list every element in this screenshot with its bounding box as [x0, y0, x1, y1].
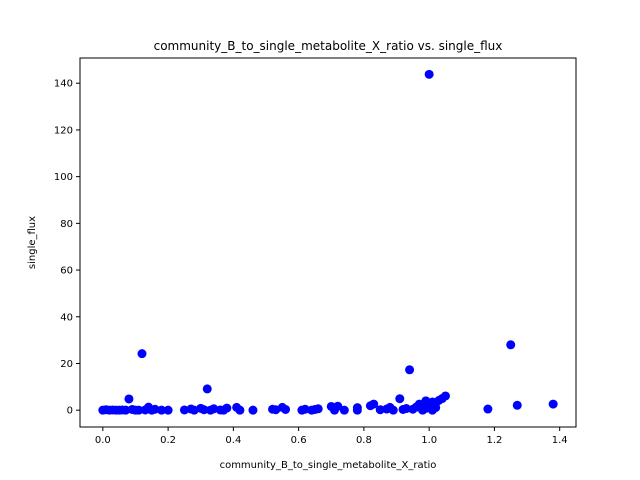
x-tick-label: 0.6: [291, 435, 307, 446]
data-point-24: [202, 384, 212, 394]
x-tick-label: 1.0: [421, 435, 437, 446]
data-point-31: [235, 405, 245, 415]
data-point-53: [388, 405, 398, 415]
data-point-56: [401, 404, 411, 414]
x-tick-label: 1.4: [552, 435, 568, 446]
data-point-12: [137, 349, 147, 359]
y-tick-label: 120: [54, 125, 73, 136]
x-tick-label: 0.4: [225, 435, 241, 446]
x-axis-ticks: 0.0 0.2 0.4 0.6 0.8 1.0 1.2 1.4: [95, 427, 568, 446]
y-tick-label: 60: [60, 266, 73, 277]
data-point-75: [512, 400, 522, 410]
y-tick-label: 80: [60, 219, 73, 230]
data-point-74: [506, 340, 516, 350]
data-point-44: [333, 401, 343, 411]
points-layer: [98, 69, 558, 415]
plot-frame: [79, 57, 577, 428]
data-point-17: [157, 405, 167, 415]
data-point-32: [248, 405, 258, 415]
data-point-36: [281, 404, 291, 414]
data-point-72: [440, 391, 450, 401]
data-point-45: [339, 405, 349, 415]
chart-title: community_B_to_single_metabolite_X_ratio…: [154, 39, 503, 53]
x-tick-label: 0.2: [160, 435, 176, 446]
y-axis-ticks: 0 20 40 60 80 100 120 140: [54, 79, 80, 417]
x-axis-label: community_B_to_single_metabolite_X_ratio: [220, 460, 437, 471]
y-tick-label: 20: [60, 359, 73, 370]
x-tick-label: 1.2: [486, 435, 502, 446]
data-point-65: [424, 69, 434, 79]
data-point-7: [121, 405, 131, 415]
data-point-54: [395, 394, 405, 404]
data-point-50: [375, 405, 385, 415]
data-point-57: [405, 365, 415, 375]
data-point-47: [352, 405, 362, 415]
y-tick-label: 40: [60, 312, 73, 323]
data-point-8: [124, 394, 134, 404]
data-point-18: [163, 405, 173, 415]
y-tick-label: 140: [54, 79, 73, 90]
y-axis-label: single_flux: [27, 216, 38, 269]
data-point-29: [222, 403, 232, 413]
data-point-76: [548, 399, 558, 409]
data-point-23: [199, 405, 209, 415]
x-tick-label: 0.8: [356, 435, 372, 446]
data-point-49: [369, 399, 379, 409]
data-point-73: [483, 404, 493, 414]
y-tick-label: 100: [54, 172, 73, 183]
y-tick-label: 0: [67, 406, 73, 417]
data-point-41: [313, 404, 323, 414]
data-point-11: [134, 405, 144, 415]
x-tick-label: 0.0: [95, 435, 111, 446]
